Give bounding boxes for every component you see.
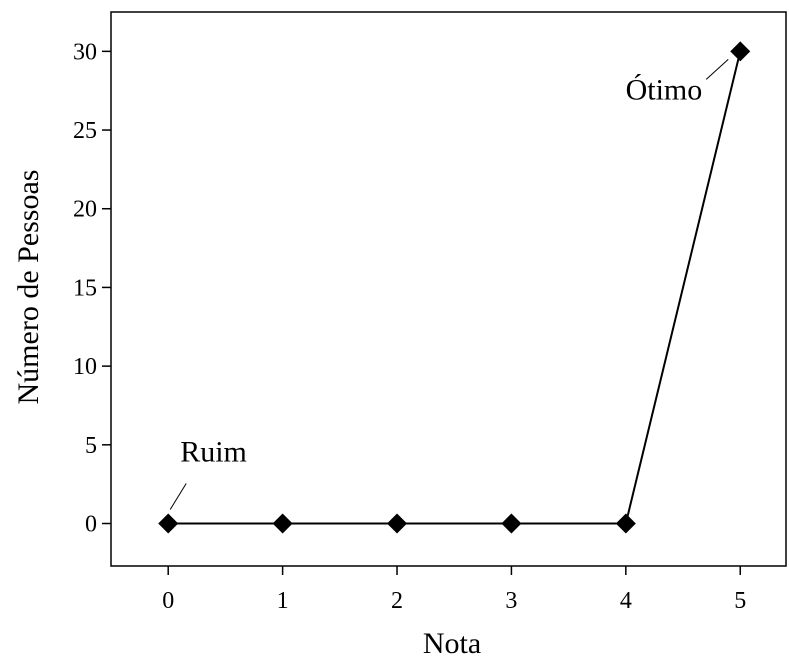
data-point-marker [501, 513, 522, 534]
x-tick-label: 0 [162, 588, 174, 614]
y-tick-label: 0 [85, 512, 97, 538]
plot-frame [110, 11, 787, 567]
data-point-marker [272, 513, 293, 534]
series-layer [158, 41, 751, 534]
y-tick-label: 15 [73, 275, 97, 301]
y-tick-label: 25 [73, 118, 97, 144]
x-axis-ticks: 0 1 2 3 4 5 [162, 566, 746, 614]
annotation-label: Ótimo [626, 73, 703, 106]
data-point-marker [158, 513, 179, 534]
plot-border [110, 11, 787, 567]
y-tick-label: 5 [85, 433, 97, 459]
x-tick-label: 5 [734, 588, 746, 614]
y-axis-ticks: 0 5 10 15 20 25 30 [73, 39, 111, 538]
annotation-leader-line [705, 58, 729, 80]
annotation-leader-line [169, 483, 187, 510]
x-tick-label: 4 [620, 588, 632, 614]
y-tick-label: 10 [73, 354, 97, 380]
x-tick-label: 1 [277, 588, 289, 614]
data-point-marker [730, 41, 751, 62]
data-point-marker [615, 513, 636, 534]
x-axis-title: Nota [423, 627, 481, 660]
data-point-marker [387, 513, 408, 534]
y-axis-title: Número de Pessoas [12, 170, 45, 405]
y-tick-label: 20 [73, 197, 97, 223]
annotation-label: Ruim [180, 436, 247, 469]
x-tick-label: 2 [391, 588, 403, 614]
annotation-layer: Ruim Ótimo [169, 58, 729, 510]
x-tick-label: 3 [505, 588, 517, 614]
y-tick-label: 30 [73, 39, 97, 65]
series-line [168, 51, 742, 525]
